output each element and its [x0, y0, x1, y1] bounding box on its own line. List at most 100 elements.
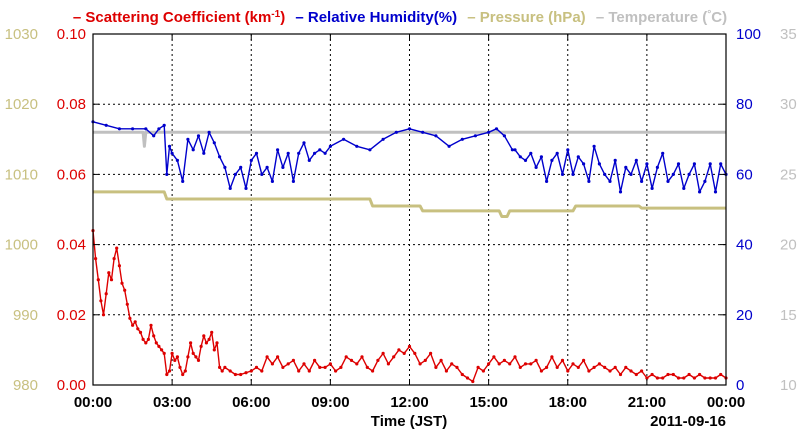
point-scattering-129: [640, 369, 644, 373]
point-humidity-54: [502, 134, 506, 138]
point-scattering-9: [115, 246, 119, 250]
point-scattering-31: [173, 358, 177, 362]
x-tick-label-5: 15:00: [469, 394, 507, 411]
tick-label-scattering-2: 0.04: [57, 237, 86, 254]
point-humidity-83: [655, 165, 660, 169]
point-humidity-27: [260, 172, 264, 176]
point-humidity-41: [342, 137, 346, 141]
point-humidity-34: [297, 151, 301, 155]
point-scattering-125: [618, 372, 623, 377]
point-humidity-77: [624, 165, 628, 169]
point-scattering-91: [439, 358, 443, 362]
tick-label-temperature-0: 10: [780, 377, 797, 394]
point-humidity-61: [539, 155, 544, 159]
point-scattering-100: [487, 362, 491, 366]
point-scattering-7: [109, 278, 114, 282]
point-scattering-39: [194, 355, 198, 359]
point-humidity-21: [228, 186, 232, 190]
point-humidity-2: [117, 127, 121, 131]
tick-label-humidity-4: 80: [736, 96, 753, 113]
point-scattering-25: [157, 344, 161, 348]
point-scattering-126: [624, 365, 628, 369]
point-humidity-59: [529, 151, 533, 155]
point-humidity-68: [576, 155, 580, 159]
tick-label-pressure-0: 980: [13, 377, 38, 394]
point-scattering-121: [597, 362, 602, 366]
tick-label-pressure-5: 1030: [5, 26, 38, 43]
point-scattering-58: [265, 355, 269, 359]
point-humidity-50: [460, 137, 464, 141]
tick-label-scattering-0: 0.00: [57, 377, 86, 394]
point-humidity-9: [167, 144, 172, 148]
point-scattering-101: [492, 355, 496, 359]
point-scattering-81: [386, 362, 390, 366]
point-humidity-17: [207, 130, 211, 134]
point-humidity-74: [608, 179, 612, 183]
point-humidity-29: [270, 179, 274, 183]
point-humidity-28: [265, 165, 269, 169]
point-humidity-95: [719, 162, 723, 166]
point-scattering-76: [360, 355, 364, 359]
point-scattering-42: [202, 334, 206, 338]
point-scattering-107: [523, 362, 528, 366]
series-line-scattering: [92, 230, 727, 383]
point-scattering-28: [165, 372, 169, 377]
point-scattering-30: [170, 351, 174, 355]
point-scattering-119: [587, 369, 591, 373]
point-humidity-35: [302, 141, 306, 145]
point-humidity-49: [447, 144, 451, 148]
legend-temperature: – Temperature (°C): [596, 9, 727, 27]
point-humidity-14: [191, 148, 195, 152]
point-scattering-75: [355, 362, 359, 366]
tick-label-pressure-2: 1000: [5, 237, 38, 254]
point-humidity-66: [566, 148, 570, 152]
point-scattering-57: [260, 369, 264, 373]
point-scattering-36: [186, 355, 190, 359]
point-humidity-22: [233, 172, 237, 176]
point-humidity-37: [313, 151, 317, 155]
point-scattering-45: [210, 330, 214, 334]
x-tick-label-2: 06:00: [232, 394, 270, 411]
point-scattering-6: [107, 271, 111, 275]
point-scattering-111: [545, 365, 549, 369]
legend-pressure: – Pressure (hPa): [467, 9, 585, 26]
point-humidity-18: [212, 141, 216, 145]
point-scattering-44: [207, 337, 211, 341]
point-scattering-2: [96, 278, 100, 282]
point-scattering-48: [218, 365, 222, 369]
point-scattering-143: [713, 376, 718, 380]
point-humidity-51: [473, 134, 477, 138]
point-scattering-55: [249, 369, 253, 373]
point-humidity-43: [368, 148, 372, 152]
point-scattering-112: [550, 355, 554, 359]
point-humidity-67: [571, 172, 575, 176]
point-scattering-98: [476, 365, 480, 369]
point-scattering-131: [650, 372, 654, 377]
point-scattering-144: [719, 372, 723, 377]
point-scattering-47: [215, 341, 219, 345]
point-humidity-30: [276, 148, 280, 152]
point-scattering-13: [125, 302, 129, 306]
point-scattering-46: [212, 348, 216, 352]
point-scattering-21: [146, 337, 150, 341]
point-humidity-52: [487, 130, 491, 134]
point-scattering-65: [302, 362, 306, 366]
point-humidity-39: [323, 151, 327, 155]
tick-label-scattering-4: 0.08: [57, 96, 86, 113]
point-scattering-85: [407, 344, 412, 348]
point-scattering-50: [223, 365, 227, 369]
point-humidity-26: [254, 151, 259, 155]
point-humidity-23: [239, 165, 243, 169]
point-scattering-5: [104, 292, 108, 296]
point-humidity-92: [703, 179, 707, 183]
gridlines: [93, 34, 726, 385]
point-humidity-7: [162, 123, 166, 127]
point-scattering-108: [529, 362, 533, 366]
point-humidity-76: [618, 190, 623, 194]
point-scattering-33: [178, 365, 182, 369]
point-scattering-40: [196, 358, 201, 362]
point-humidity-80: [640, 179, 644, 183]
point-scattering-73: [344, 355, 348, 359]
point-scattering-11: [120, 281, 124, 285]
